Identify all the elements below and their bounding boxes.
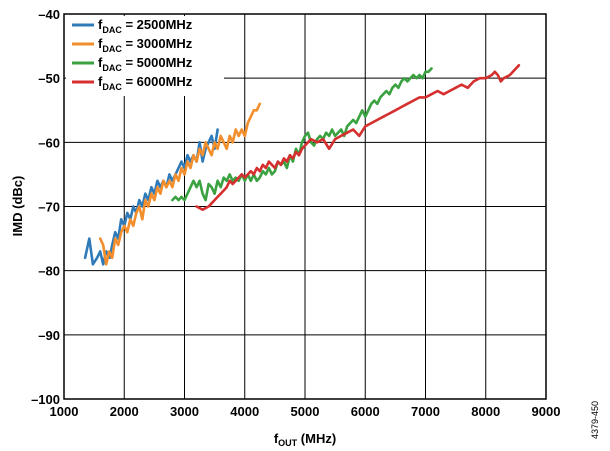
y-tick-label: –40	[38, 7, 60, 22]
legend-label: fDAC = 5000MHz	[98, 55, 193, 73]
y-tick-labels: –40 –50 –60 –70 –80 –90 –100	[31, 7, 60, 407]
x-tick-label: 3000	[170, 404, 199, 419]
plot-frame	[63, 13, 547, 400]
y-tick-label: –90	[38, 328, 60, 343]
series-lines	[83, 64, 521, 266]
series-line-4	[195, 64, 521, 211]
y-tick-label: –100	[31, 392, 60, 407]
series-line-2	[98, 102, 262, 266]
figure-id: 4379-450	[590, 401, 600, 439]
x-axis-title: fOUT (MHz)	[274, 431, 336, 448]
legend-label: fDAC = 3000MHz	[98, 36, 193, 54]
x-tick-label: 6000	[351, 404, 380, 419]
y-tick-label: –50	[38, 71, 60, 86]
y-axis-title: IMD (dBc)	[10, 176, 25, 237]
x-tick-label: 2000	[110, 404, 139, 419]
x-tick-label: 9000	[532, 404, 561, 419]
y-tick-label: –70	[38, 200, 60, 215]
legend-label: fDAC = 2500MHz	[98, 17, 193, 35]
y-tick-label: –80	[38, 264, 60, 279]
legend-label: fDAC = 6000MHz	[98, 74, 193, 92]
x-tick-label: 5000	[291, 404, 320, 419]
x-tick-label: 4000	[230, 404, 259, 419]
x-tick-label: 1000	[50, 404, 79, 419]
x-tick-labels: 1000 2000 3000 4000 5000 6000 7000 8000 9000	[50, 404, 561, 419]
y-tick-label: –60	[38, 135, 60, 150]
x-tick-label: 8000	[471, 404, 500, 419]
series-line-3	[171, 67, 433, 202]
x-tick-label: 7000	[411, 404, 440, 419]
